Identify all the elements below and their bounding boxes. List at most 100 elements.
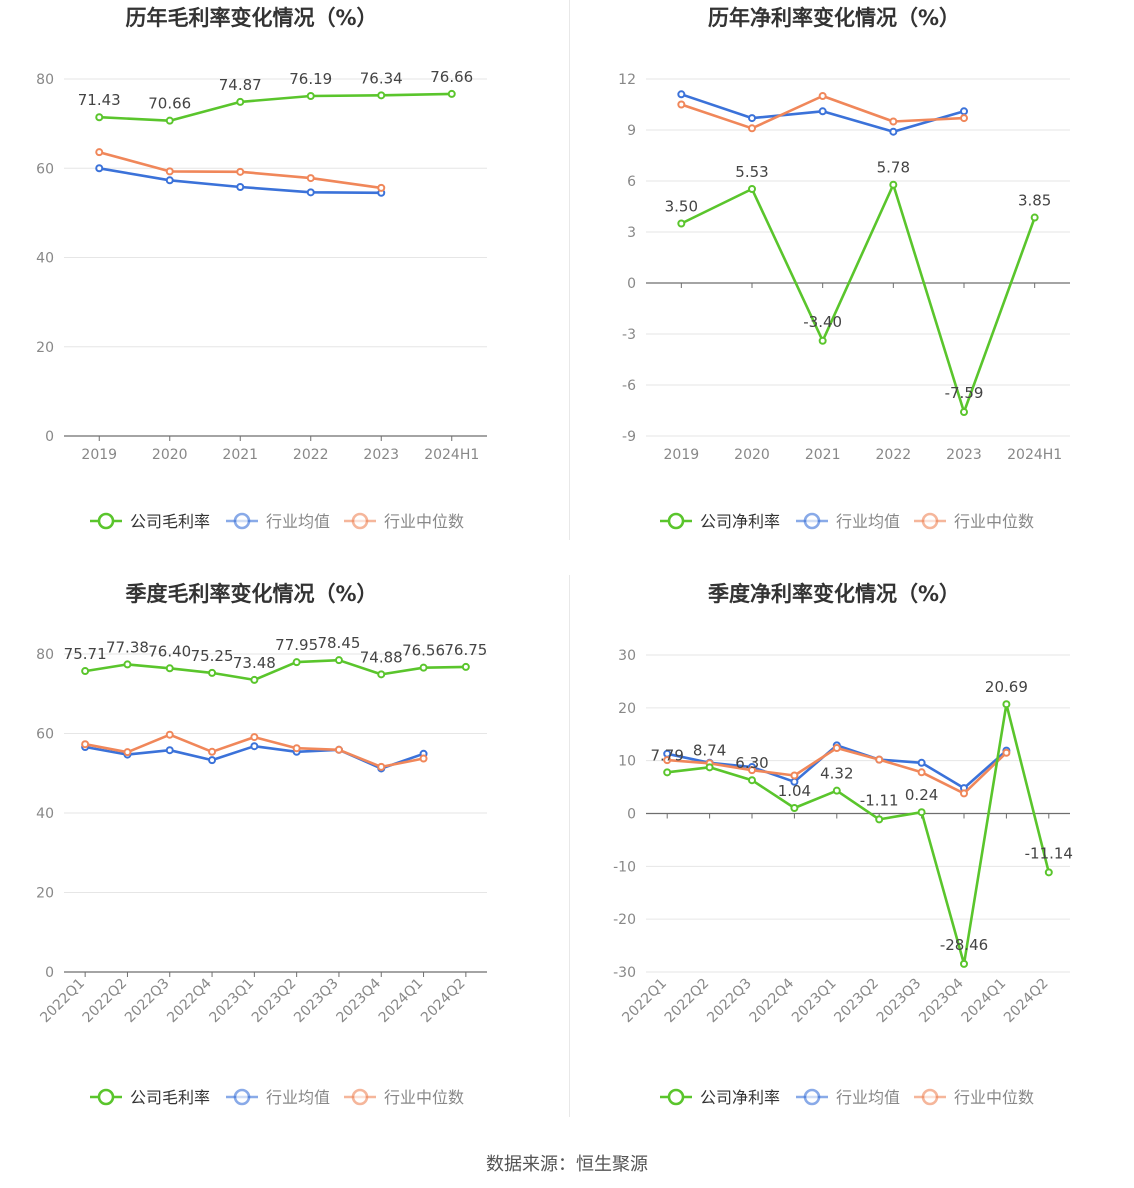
legend-item-avg[interactable]: 行业均值 bbox=[226, 1088, 330, 1107]
y-tick-label: 80 bbox=[36, 647, 54, 663]
data-label: 1.04 bbox=[778, 782, 811, 800]
x-tick-label: 2023Q1 bbox=[207, 976, 258, 1027]
data-point-avg bbox=[748, 114, 756, 123]
data-point-company bbox=[208, 668, 217, 677]
data-point-company bbox=[790, 804, 799, 813]
data-point-median bbox=[419, 754, 428, 763]
legend-item-company[interactable]: 公司净利率 bbox=[660, 512, 780, 531]
data-point-company bbox=[677, 219, 686, 228]
chart-quarterly-net-margin: 季度净利率变化情况（%） -30 -20 -10 0 10 20 30 2022Q1 2022Q2… bbox=[570, 576, 1134, 1121]
y-tick-label: 40 bbox=[36, 251, 54, 267]
x-tick-label: 2022Q2 bbox=[662, 976, 713, 1027]
data-point-avg bbox=[250, 742, 259, 751]
data-label: 3.50 bbox=[665, 198, 698, 216]
data-label: 76.40 bbox=[148, 642, 191, 660]
legend-item-median[interactable]: 行业中位数 bbox=[344, 512, 464, 531]
y-tick-label: 12 bbox=[618, 72, 636, 88]
x-tick-label: 2020 bbox=[152, 447, 188, 463]
data-point-company bbox=[447, 89, 456, 98]
data-point-company bbox=[377, 91, 386, 100]
data-point-median bbox=[165, 167, 174, 176]
data-label: 0.24 bbox=[905, 786, 938, 804]
data-point-median bbox=[889, 117, 898, 126]
data-label: 76.66 bbox=[430, 68, 473, 86]
data-point-company bbox=[236, 97, 245, 106]
legend-label: 公司净利率 bbox=[700, 1088, 780, 1107]
data-point-avg bbox=[917, 758, 926, 767]
legend-item-avg[interactable]: 行业均值 bbox=[796, 512, 900, 531]
data-point-median bbox=[748, 124, 756, 133]
data-point-company bbox=[306, 92, 315, 101]
x-tick-label: 2024Q2 bbox=[1001, 976, 1052, 1027]
chart-title: 季度净利率变化情况（%） bbox=[708, 582, 960, 606]
data-label: 76.56 bbox=[402, 642, 445, 660]
y-tick-label: 40 bbox=[36, 806, 54, 822]
legend-item-avg[interactable]: 行业均值 bbox=[226, 512, 330, 531]
legend-label: 行业均值 bbox=[836, 1088, 900, 1107]
x-tick-label: 2022 bbox=[293, 447, 329, 463]
data-point-median bbox=[377, 183, 386, 192]
data-point-company bbox=[334, 656, 343, 665]
legend-marker bbox=[351, 1088, 369, 1106]
legend-item-company[interactable]: 公司净利率 bbox=[660, 1088, 780, 1107]
legend-label: 行业中位数 bbox=[384, 1088, 464, 1107]
data-point-company bbox=[165, 664, 174, 673]
chart-annual-gross-margin: 历年毛利率变化情况（%） 0 20 40 60 80 2019 2020 2021 2022 202… bbox=[0, 0, 565, 545]
x-tick-label: 2021 bbox=[222, 447, 258, 463]
data-point-avg bbox=[95, 164, 104, 173]
y-tick-label: 20 bbox=[618, 701, 636, 717]
data-point-company bbox=[419, 663, 428, 672]
legend-item-median[interactable]: 行业中位数 bbox=[344, 1088, 464, 1107]
legend-marker bbox=[921, 512, 939, 530]
data-point-median bbox=[677, 100, 686, 109]
data-point-median bbox=[377, 762, 386, 771]
legend-marker bbox=[97, 1088, 115, 1106]
legend-label: 公司净利率 bbox=[700, 512, 780, 531]
legend-item-company[interactable]: 公司毛利率 bbox=[90, 1088, 210, 1107]
legend-item-median[interactable]: 行业中位数 bbox=[914, 1088, 1034, 1107]
y-tick-label: 60 bbox=[36, 727, 54, 743]
legend-item-median[interactable]: 行业中位数 bbox=[914, 512, 1034, 531]
legend-label: 行业均值 bbox=[836, 512, 900, 531]
data-point-company bbox=[250, 675, 259, 684]
data-label: 77.95 bbox=[275, 636, 318, 654]
x-tick-label: 2023Q2 bbox=[249, 976, 300, 1027]
data-label: 74.88 bbox=[360, 648, 403, 666]
y-tick-label: 0 bbox=[627, 276, 636, 292]
x-tick-label: 2019 bbox=[664, 447, 700, 463]
data-label: 75.25 bbox=[191, 647, 234, 665]
legend-item-company[interactable]: 公司毛利率 bbox=[90, 512, 210, 531]
data-label: 6.30 bbox=[735, 754, 768, 772]
legend-marker bbox=[921, 1088, 939, 1106]
x-tick-label: 2021 bbox=[805, 447, 841, 463]
y-tick-label: 80 bbox=[36, 72, 54, 88]
chart-quarterly-gross-margin: 季度毛利率变化情况（%） 0 20 40 60 80 2022Q1 2022Q2 2022Q3 2… bbox=[0, 576, 565, 1121]
data-point-avg bbox=[960, 107, 968, 116]
x-tick-label: 2019 bbox=[81, 447, 117, 463]
data-label: 76.75 bbox=[444, 641, 487, 659]
x-tick-label: 2022Q3 bbox=[122, 976, 173, 1027]
legend-label: 公司毛利率 bbox=[130, 512, 210, 531]
data-point-company bbox=[461, 662, 470, 671]
data-point-median bbox=[334, 745, 343, 754]
x-tick-label: 2023Q2 bbox=[831, 976, 882, 1027]
y-tick-label: -30 bbox=[613, 965, 636, 981]
data-label: -28.46 bbox=[940, 936, 988, 954]
legend-marker bbox=[803, 512, 821, 530]
legend-marker bbox=[97, 512, 115, 530]
legend-item-avg[interactable]: 行业均值 bbox=[796, 1088, 900, 1107]
data-point-company bbox=[123, 660, 132, 669]
data-point-company bbox=[960, 408, 968, 417]
legend-marker bbox=[233, 512, 251, 530]
x-tick-label: 2023 bbox=[363, 447, 399, 463]
data-point-median bbox=[663, 756, 672, 765]
data-point-median bbox=[818, 92, 827, 100]
x-tick-label: 2022Q1 bbox=[37, 976, 88, 1027]
data-point-company bbox=[889, 180, 898, 189]
data-point-company bbox=[95, 113, 104, 122]
data-point-median bbox=[875, 755, 884, 764]
data-point-avg bbox=[165, 746, 174, 755]
data-point-median bbox=[292, 744, 301, 753]
data-point-company bbox=[165, 116, 174, 125]
data-point-median bbox=[960, 789, 968, 798]
